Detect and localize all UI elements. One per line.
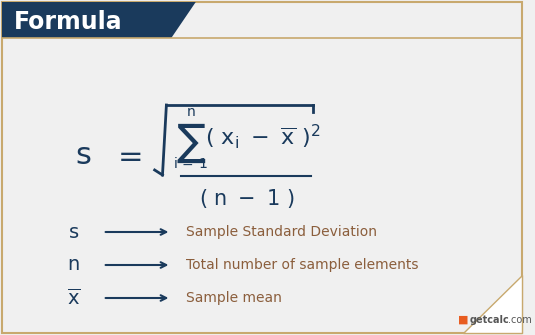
Polygon shape [2,2,196,38]
Text: $\overline{\mathrm{x}}$: $\overline{\mathrm{x}}$ [67,288,80,308]
Text: $\mathrm{i\,=\,1}$: $\mathrm{i\,=\,1}$ [173,155,208,171]
Polygon shape [463,275,522,333]
Text: $=$: $=$ [112,140,142,170]
Text: getcalc: getcalc [470,315,509,325]
Text: $\mathrm{(\ n\ -\ 1\ )}$: $\mathrm{(\ n\ -\ 1\ )}$ [199,187,295,209]
FancyBboxPatch shape [2,2,522,333]
Text: ■: ■ [458,315,469,325]
Text: Sample Standard Deviation: Sample Standard Deviation [186,225,377,239]
Text: Sample mean: Sample mean [186,291,282,305]
Text: $\mathrm{(\ x_i\ -\ \overline{x}\ )^2}$: $\mathrm{(\ x_i\ -\ \overline{x}\ )^2}$ [204,123,320,151]
Text: .com: .com [508,315,532,325]
Text: $\mathrm{s}$: $\mathrm{s}$ [75,140,91,170]
Text: Formula: Formula [14,10,123,34]
Text: $\mathrm{n}$: $\mathrm{n}$ [186,105,196,119]
Text: Total number of sample elements: Total number of sample elements [186,258,418,272]
Text: $\mathrm{s}$: $\mathrm{s}$ [68,222,79,242]
Text: $\sum$: $\sum$ [176,121,206,164]
Text: $\mathrm{n}$: $\mathrm{n}$ [67,256,80,274]
